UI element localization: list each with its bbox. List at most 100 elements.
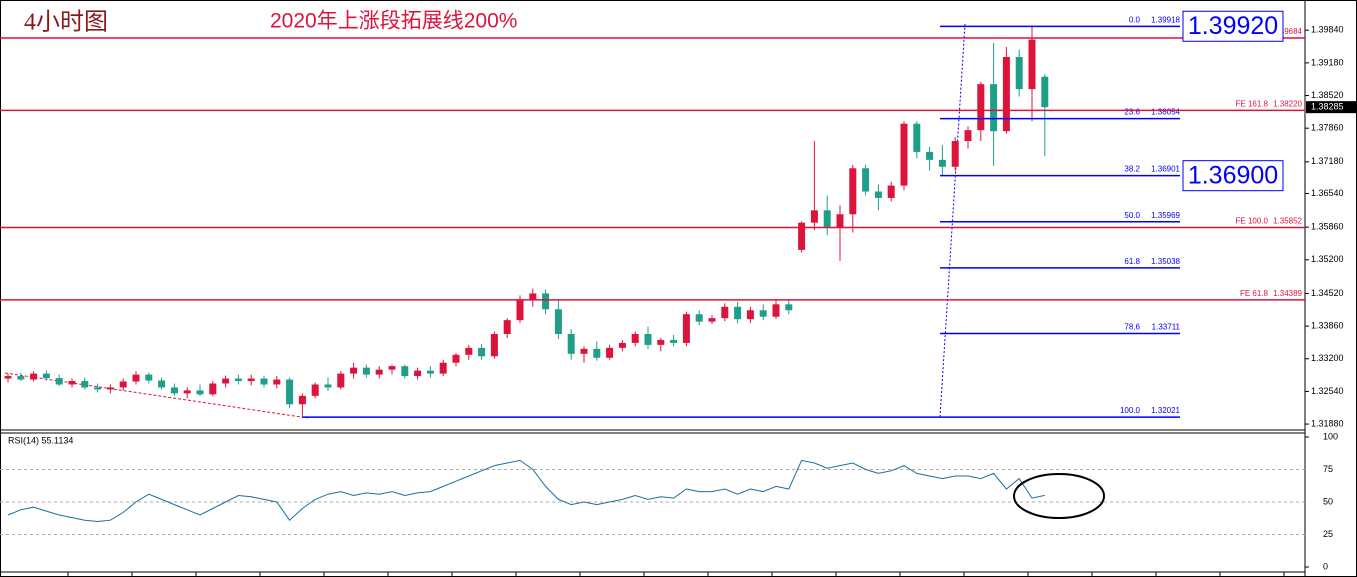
fibo-level: 38.2 <box>1124 165 1140 174</box>
candle-body <box>1028 39 1036 90</box>
y-tick-label: 1.39180 <box>1311 57 1344 67</box>
fibo-level: 100.0 <box>1120 406 1141 415</box>
candle-body <box>810 210 818 223</box>
y-tick-label: 1.33200 <box>1311 353 1344 363</box>
rsi-line <box>7 459 1045 523</box>
level-label: FE 100.0 <box>1236 217 1269 226</box>
candle-body <box>375 369 383 375</box>
price-tag <box>1306 101 1356 114</box>
candle-body <box>503 320 511 335</box>
candle-body <box>81 381 89 388</box>
candle-body <box>414 370 422 377</box>
fibo-level: 23.6 <box>1124 108 1140 117</box>
candle-body <box>567 334 575 354</box>
fibo-level: 78.6 <box>1124 323 1140 332</box>
callout-value: 1.39920 <box>1188 12 1278 40</box>
level-price: 1.38220 <box>1273 99 1302 108</box>
candle-body <box>68 381 76 385</box>
fibo-level: 61.8 <box>1124 257 1140 266</box>
y-tick-label: 1.37860 <box>1311 123 1344 133</box>
candle-body <box>388 366 396 370</box>
candle-body <box>1002 56 1010 132</box>
price-tag-label: 1.38285 <box>1311 102 1344 112</box>
y-tick-label: 1.39840 <box>1311 25 1344 35</box>
candle-body <box>209 383 217 395</box>
candle-body <box>913 123 921 152</box>
candle-body <box>708 318 716 322</box>
candle-body <box>324 384 332 388</box>
candle-body <box>196 390 204 395</box>
candle-body <box>170 387 178 394</box>
candle-body <box>490 334 498 357</box>
candle-body <box>580 348 588 354</box>
candle-body <box>618 342 626 348</box>
candle-body <box>119 381 127 388</box>
chart-subtitle: 2020年上涨段拓展线200% <box>270 10 517 33</box>
candle-body <box>132 374 140 382</box>
candle-body <box>260 378 268 385</box>
rsi-tick-label: 100 <box>1323 431 1338 441</box>
trend-line <box>4 372 309 419</box>
rsi-tick-label: 50 <box>1323 496 1333 506</box>
candle-body <box>606 347 614 358</box>
candle-body <box>158 380 166 388</box>
candle-body <box>887 185 895 198</box>
candle-body <box>350 367 358 374</box>
candle-body <box>874 191 882 198</box>
candle-body <box>990 84 998 132</box>
candle-body <box>772 304 780 317</box>
y-tick-label: 1.33860 <box>1311 320 1344 330</box>
level-price: 1.34389 <box>1273 289 1302 298</box>
fibo-price: 1.32021 <box>1151 406 1180 415</box>
candle-body <box>798 222 806 250</box>
fibo-price: 1.38054 <box>1151 108 1180 117</box>
candle-body <box>452 354 460 363</box>
y-tick-label: 1.34520 <box>1311 288 1344 298</box>
candle-body <box>222 378 230 384</box>
candle-body <box>42 373 50 379</box>
y-tick-label: 1.31880 <box>1311 418 1344 428</box>
candle-body <box>926 151 934 160</box>
candle-body <box>542 293 550 310</box>
fibo-level: 0.0 <box>1129 15 1141 24</box>
candle-body <box>836 214 844 228</box>
candle-body <box>759 310 767 317</box>
candle-body <box>862 168 870 192</box>
candle-body <box>426 370 434 374</box>
y-tick-label: 1.35860 <box>1311 222 1344 232</box>
candle-body <box>1015 56 1023 90</box>
callout-value: 1.36900 <box>1188 161 1278 189</box>
level-label: FE 161.8 <box>1236 99 1269 108</box>
candle-body <box>977 84 985 131</box>
fibo-level: 50.0 <box>1124 211 1140 220</box>
candle-body <box>247 378 255 382</box>
candle-body <box>337 373 345 388</box>
candle-body <box>644 334 652 345</box>
candle-body <box>439 362 447 374</box>
callout-box <box>1182 160 1284 192</box>
candle-body <box>298 395 306 405</box>
candle-body <box>734 306 742 320</box>
fibo-price: 1.35969 <box>1151 211 1180 220</box>
rsi-tick-label: 0 <box>1323 561 1328 571</box>
y-tick-label: 1.32540 <box>1311 386 1344 396</box>
candle-body <box>516 299 524 321</box>
candle-body <box>401 366 409 377</box>
chart-title: 4小时图 <box>24 9 108 36</box>
candle-body <box>30 373 38 380</box>
rsi-label: RSI(14) 55.1134 <box>8 435 73 445</box>
fibo-price: 1.39918 <box>1151 15 1180 24</box>
candle-body <box>682 314 690 343</box>
candle-body <box>964 130 972 142</box>
candle-body <box>286 379 294 405</box>
candle-body <box>593 348 601 358</box>
candle-body <box>938 159 946 167</box>
candle-body <box>695 314 703 322</box>
candle-body <box>94 387 102 390</box>
candle-body <box>1041 76 1049 108</box>
candle-body <box>823 210 831 228</box>
candle-body <box>145 374 153 381</box>
candle-body <box>17 376 25 380</box>
candle-body <box>849 168 857 215</box>
